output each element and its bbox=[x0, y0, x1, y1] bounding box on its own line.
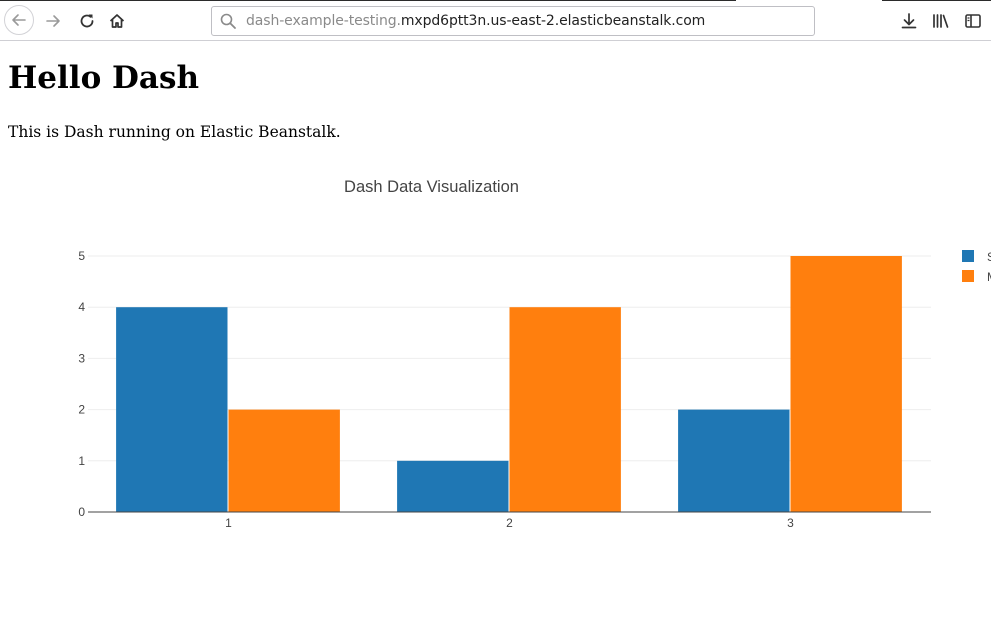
library-button[interactable] bbox=[929, 9, 953, 33]
search-icon bbox=[218, 11, 238, 31]
sidebar-button[interactable] bbox=[961, 9, 985, 33]
forward-arrow-icon bbox=[46, 15, 60, 27]
reload-button[interactable] bbox=[74, 8, 100, 34]
bar-chart: Dash Data Visualization 0 1 2 3 4 5 1 2 3 SM bbox=[0, 160, 991, 580]
bar-series2-cat1 bbox=[228, 409, 340, 512]
back-button[interactable] bbox=[4, 5, 34, 35]
y-tick-label: 3 bbox=[78, 351, 85, 365]
browser-toolbar: dash-example-testing.mxpd6ptt3n.us-east-… bbox=[0, 0, 991, 41]
back-arrow-icon bbox=[12, 14, 26, 26]
download-icon bbox=[901, 13, 917, 29]
x-tick-label: 1 bbox=[225, 516, 232, 530]
home-icon bbox=[109, 14, 125, 28]
legend-label: M bbox=[987, 270, 991, 284]
forward-button[interactable] bbox=[40, 8, 66, 34]
url-domain: mxpd6ptt3n.us-east-2.elasticbeanstalk.co… bbox=[400, 13, 706, 29]
bar-series1-cat1 bbox=[116, 307, 228, 512]
legend-label: S bbox=[987, 250, 991, 264]
url-subdomain: dash-example-testing. bbox=[246, 13, 401, 29]
x-tick-label: 2 bbox=[506, 516, 513, 530]
legend-swatch bbox=[962, 270, 974, 282]
y-tick-label: 0 bbox=[78, 505, 85, 519]
reload-icon bbox=[80, 14, 94, 28]
y-tick-label: 2 bbox=[78, 403, 85, 417]
sidebar-icon bbox=[965, 14, 981, 28]
y-tick-label: 5 bbox=[78, 249, 85, 263]
home-button[interactable] bbox=[104, 8, 130, 34]
y-tick-label: 1 bbox=[78, 454, 85, 468]
bar-series2-cat3 bbox=[790, 256, 902, 512]
bar-series2-cat2 bbox=[509, 307, 621, 512]
chart-title: Dash Data Visualization bbox=[344, 178, 519, 196]
bar-series1-cat2 bbox=[397, 460, 509, 512]
download-button[interactable] bbox=[897, 9, 921, 33]
window-edge-line bbox=[0, 0, 736, 1]
y-tick-label: 4 bbox=[78, 300, 85, 314]
page-description: This is Dash running on Elastic Beanstal… bbox=[8, 123, 341, 141]
url-text: dash-example-testing.mxpd6ptt3n.us-east-… bbox=[246, 13, 705, 29]
page-heading: Hello Dash bbox=[8, 60, 199, 96]
bar-series1-cat3 bbox=[678, 409, 790, 512]
chart-svg: Dash Data Visualization 0 1 2 3 4 5 1 2 3 SM bbox=[78, 178, 991, 530]
window-edge-line bbox=[882, 0, 991, 1]
legend-swatch bbox=[962, 250, 974, 262]
x-tick-label: 3 bbox=[787, 516, 794, 530]
address-bar[interactable]: dash-example-testing.mxpd6ptt3n.us-east-… bbox=[211, 6, 815, 36]
library-icon bbox=[933, 14, 949, 28]
